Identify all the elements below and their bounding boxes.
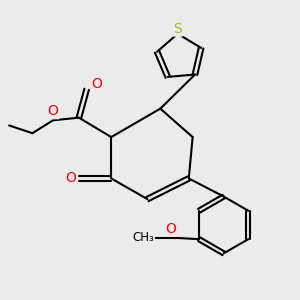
Text: O: O [92, 77, 103, 91]
Text: O: O [165, 222, 176, 236]
Text: CH₃: CH₃ [133, 231, 154, 244]
Text: S: S [173, 22, 182, 36]
Text: O: O [66, 171, 76, 185]
Text: O: O [48, 104, 58, 118]
